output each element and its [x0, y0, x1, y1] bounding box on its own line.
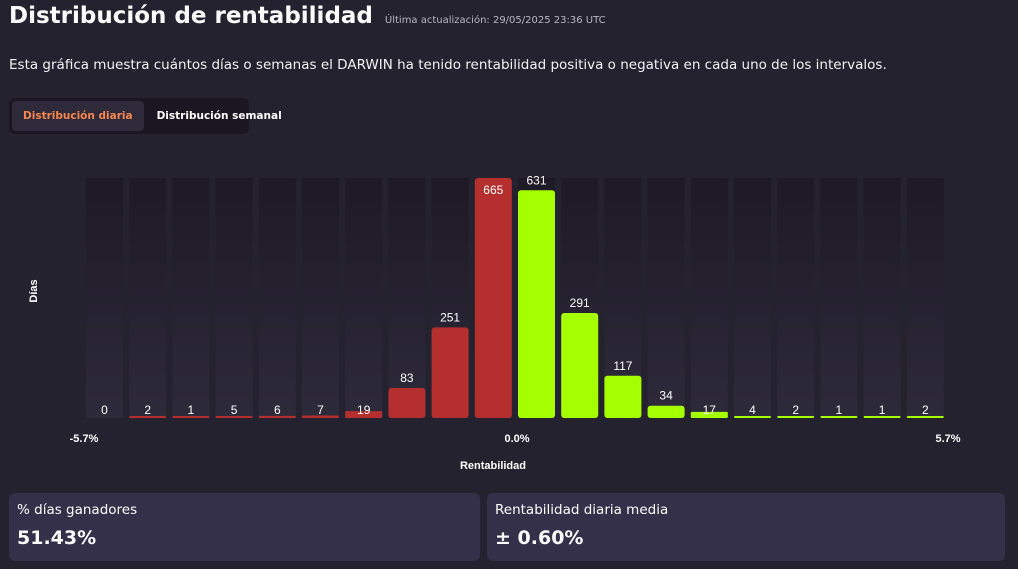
- bar: [345, 411, 383, 418]
- bar-track: [302, 178, 339, 418]
- data-label: 34: [659, 389, 673, 403]
- winning-days-label: % días ganadores: [17, 502, 138, 518]
- bar: [215, 416, 253, 418]
- chart-description: Esta gráfica muestra cuántos días o sema…: [9, 57, 887, 73]
- x-tick-label: 5.7%: [935, 433, 960, 445]
- bar: [777, 416, 815, 418]
- bar-track: [906, 178, 944, 418]
- bar: [604, 375, 642, 418]
- bar-track: [258, 178, 296, 418]
- tab-weekly-distribution[interactable]: Distribución semanal: [156, 110, 282, 122]
- bar-track: [777, 178, 815, 418]
- average-daily-return-value: ± 0.60%: [495, 527, 584, 549]
- bar: [431, 327, 469, 418]
- bar: [647, 405, 685, 418]
- bar-track: [647, 178, 685, 418]
- average-daily-return-label: Rentabilidad diaria media: [495, 502, 669, 518]
- page-header: Distribución de rentabilidad Última actu…: [9, 3, 606, 29]
- bar: [906, 416, 944, 418]
- bar-track: [345, 178, 383, 418]
- data-label: 251: [440, 310, 460, 324]
- page-title: Distribución de rentabilidad: [9, 3, 373, 29]
- data-label: 665: [483, 183, 503, 197]
- bar: [474, 178, 512, 418]
- bar: [258, 415, 296, 418]
- data-label: 7: [317, 403, 324, 417]
- x-tick-label: -5.7%: [70, 433, 99, 445]
- data-label: 1: [188, 403, 195, 417]
- bar-track: [172, 178, 210, 418]
- bar: [172, 416, 210, 418]
- data-label: 1: [836, 403, 843, 417]
- data-label: 2: [922, 403, 929, 417]
- bar: [863, 416, 901, 418]
- last-updated-text: Última actualización: 29/05/2025 23:36 U…: [384, 15, 606, 26]
- data-label: 17: [703, 403, 717, 417]
- bar-track: [863, 178, 901, 418]
- bar: [820, 416, 858, 418]
- data-label: 0: [101, 403, 108, 417]
- bar: [561, 312, 599, 418]
- bar-track: [129, 178, 167, 418]
- winning-days-card: % días ganadores 51.43%: [9, 493, 480, 561]
- x-axis-title: Rentabilidad: [460, 460, 526, 472]
- returns-distribution-chart: 0 2 1 5 6 7 19 83 251 665 631 291 117 34 17 4 2 1 1 2 -5.7% 0…: [28, 173, 961, 472]
- data-label: 2: [792, 403, 799, 417]
- x-tick-label: 0.0%: [504, 433, 529, 445]
- y-axis-title: Días: [28, 279, 40, 302]
- bar: [690, 411, 728, 418]
- data-label: 117: [613, 359, 632, 373]
- bar: [518, 190, 555, 418]
- bar-track: [388, 178, 426, 418]
- data-label: 2: [144, 403, 151, 417]
- bar-track: [690, 178, 728, 418]
- data-label: 4: [749, 403, 756, 417]
- data-label: 5: [231, 403, 238, 417]
- distribution-tabs: Distribución diaria Distribución semanal: [9, 98, 282, 134]
- bar: [388, 388, 426, 418]
- bar-track: [215, 178, 253, 418]
- bar: [129, 416, 167, 418]
- bar-track: [86, 178, 123, 418]
- average-daily-return-card: Rentabilidad diaria media ± 0.60%: [487, 493, 1005, 561]
- bar-track: [820, 178, 858, 418]
- data-label: 83: [400, 371, 414, 385]
- data-label: 6: [274, 403, 281, 417]
- bar-track: [734, 178, 771, 418]
- data-label: 19: [357, 403, 371, 417]
- bar: [734, 416, 771, 418]
- bar: [302, 415, 339, 418]
- data-label: 291: [570, 296, 590, 310]
- data-label: 631: [526, 173, 546, 187]
- winning-days-value: 51.43%: [17, 527, 97, 549]
- data-label: 1: [879, 403, 886, 417]
- tab-daily-distribution[interactable]: Distribución diaria: [12, 101, 144, 131]
